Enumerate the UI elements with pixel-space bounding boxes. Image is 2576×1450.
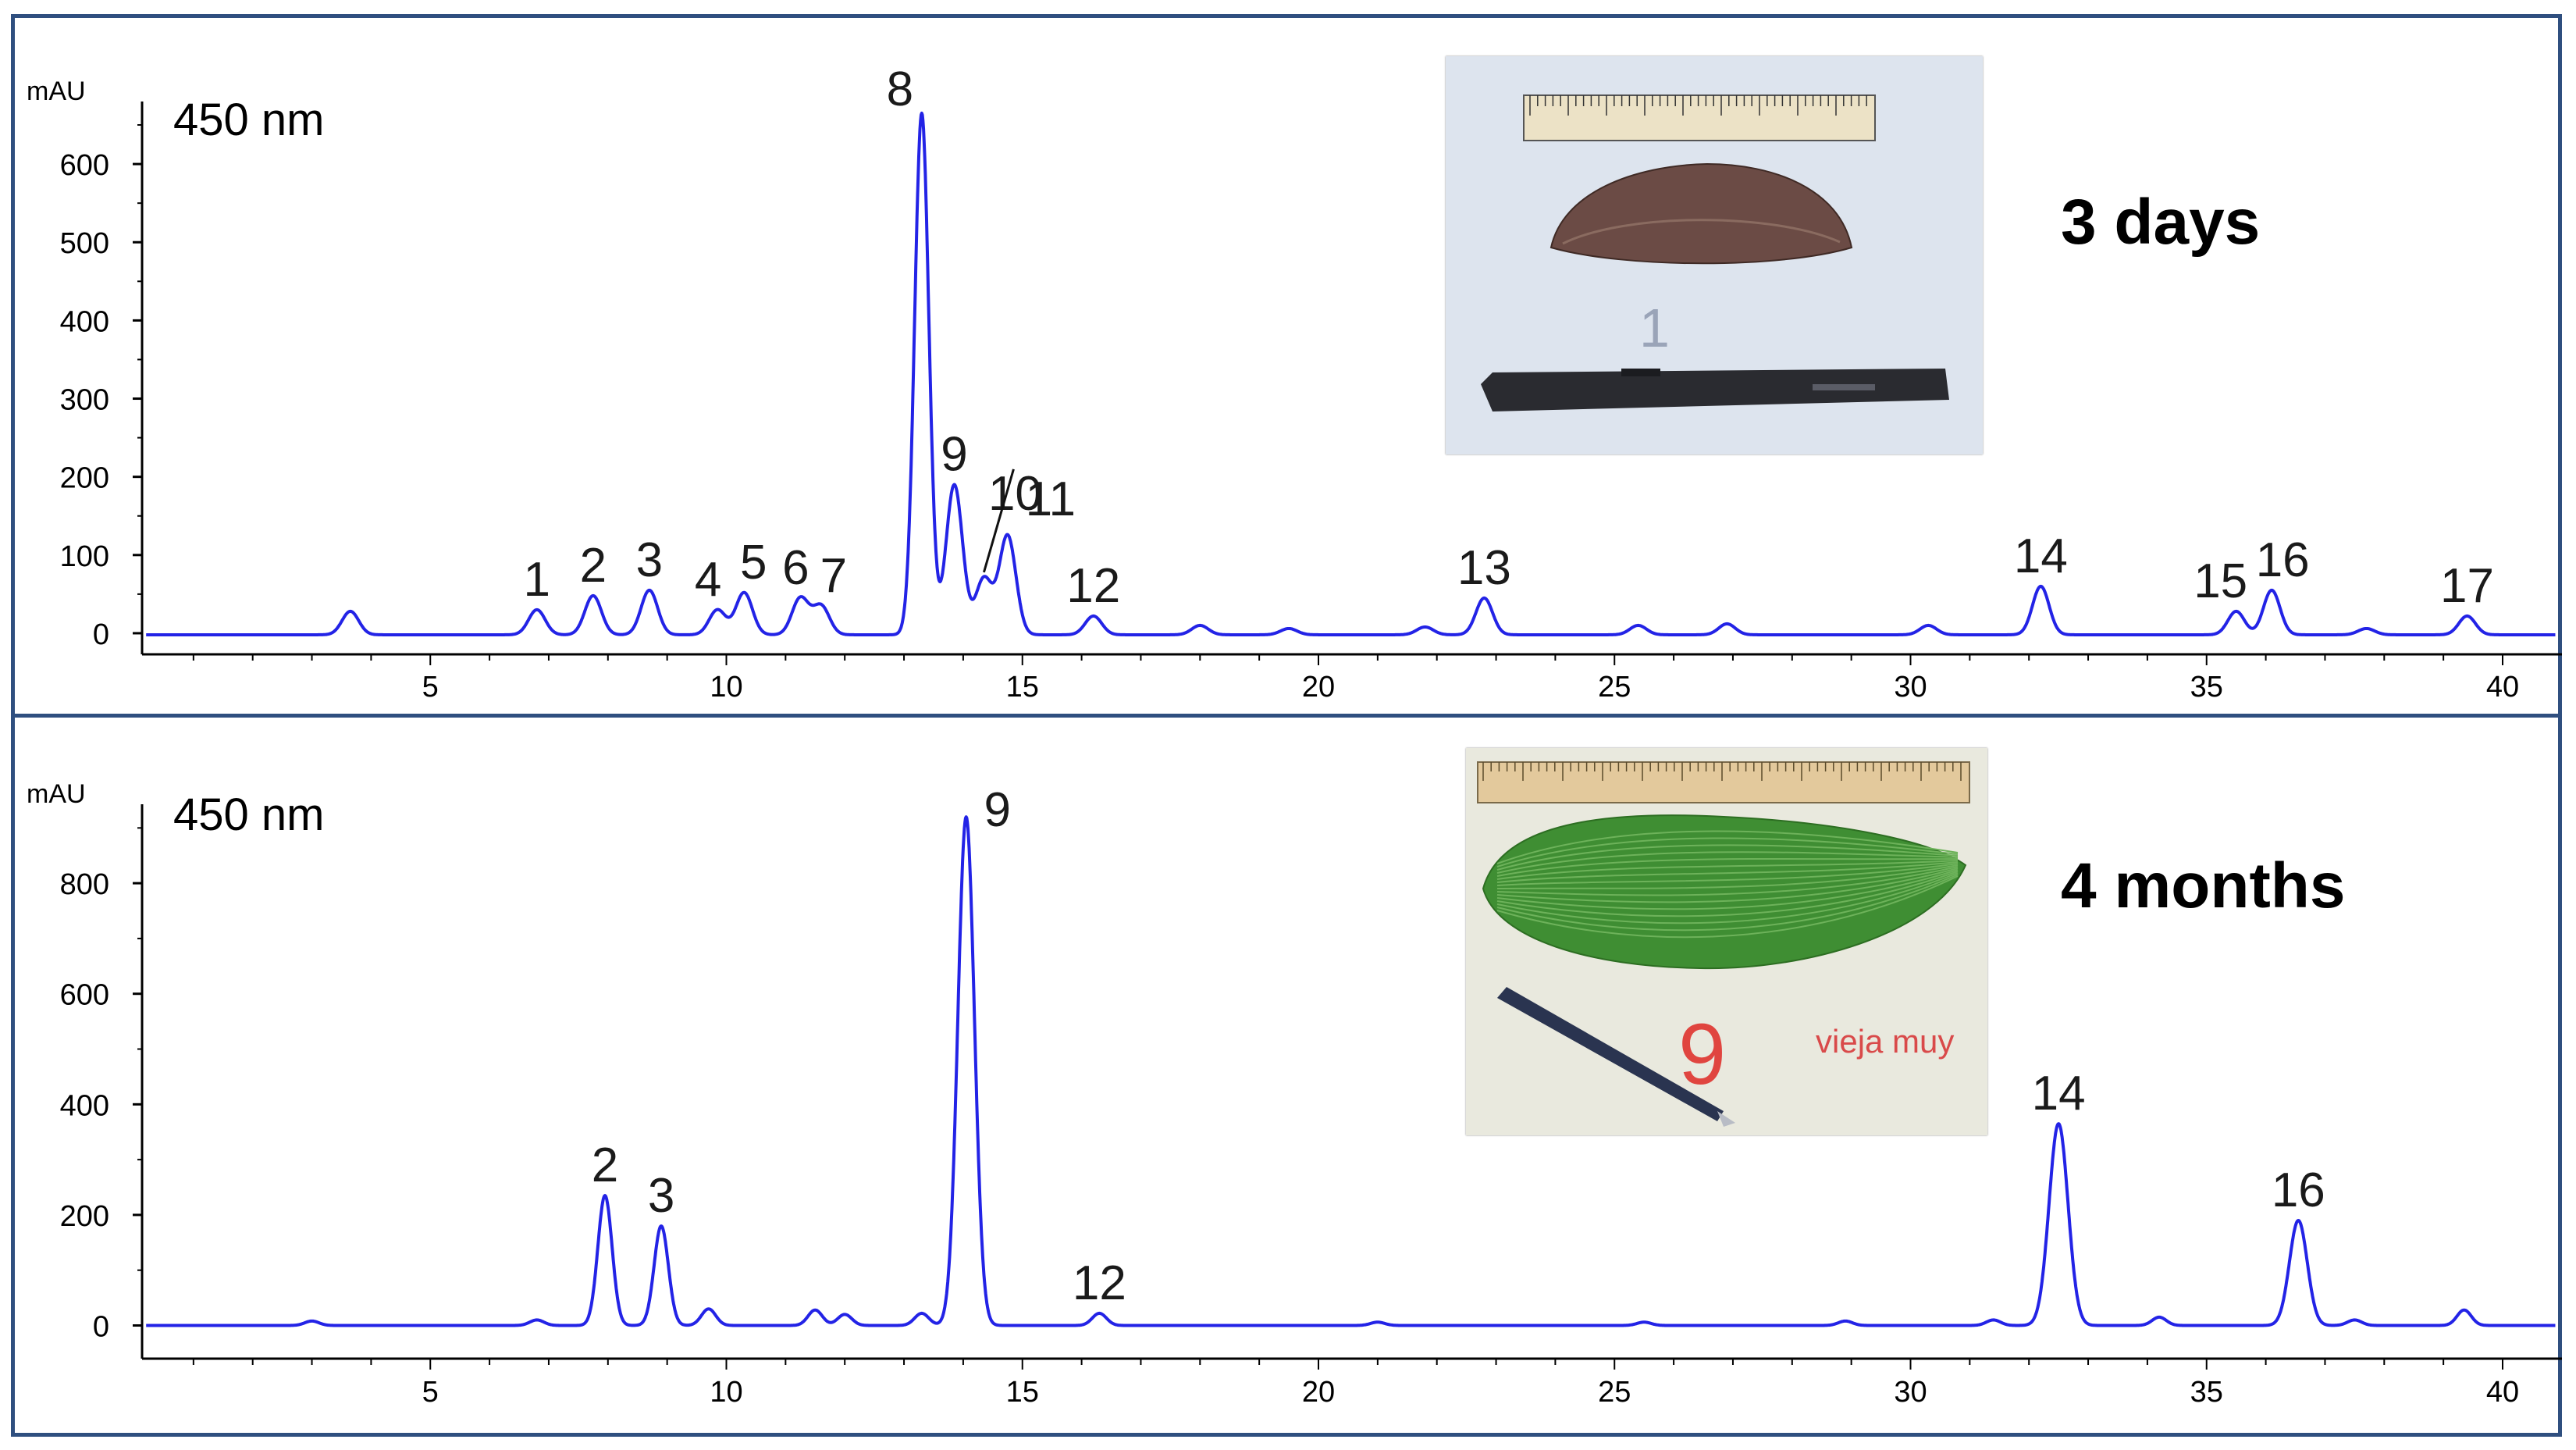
photo-handwriting-note: vieja muy bbox=[1816, 1023, 1954, 1060]
wavelength-label-3-days: 450 nm bbox=[173, 94, 325, 145]
photo-handwriting-1: 1 bbox=[1639, 297, 1670, 358]
y-tick-label: 400 bbox=[60, 1089, 109, 1122]
leaf-photo-3-days: 1 bbox=[1446, 56, 1983, 454]
x-tick-label: 25 bbox=[1598, 1376, 1631, 1409]
peak-label-9: 9 bbox=[984, 783, 1010, 837]
peak-label-14: 14 bbox=[2032, 1067, 2086, 1120]
peak-label-16: 16 bbox=[2272, 1163, 2325, 1217]
leaf-vein bbox=[1496, 872, 1959, 925]
peak-label-12: 12 bbox=[1066, 559, 1120, 613]
stage-label-4-months: 4 months bbox=[2061, 850, 2346, 921]
leaf-vein bbox=[1496, 863, 1959, 886]
panel-divider bbox=[11, 714, 2562, 718]
x-tick-label: 25 bbox=[1598, 671, 1631, 704]
leaf-vein bbox=[1496, 866, 1959, 896]
leaf-vein bbox=[1496, 844, 1959, 871]
chromatogram-4-months: mAU 0 200 400 600 800 5 10 15 20 25 30 35 40 23 9 12 14 16 bbox=[27, 779, 2562, 1409]
peak-label-16: 16 bbox=[2256, 533, 2310, 587]
x-tick-label: 5 bbox=[422, 1376, 439, 1409]
chromatogram-trace bbox=[144, 815, 2556, 1327]
leaf-vein bbox=[1496, 851, 1959, 874]
leaf-vein bbox=[1496, 869, 1959, 910]
leaf-vein bbox=[1496, 871, 1959, 917]
peak-label-8: 8 bbox=[887, 62, 913, 116]
peak-label-6: 6 bbox=[782, 541, 809, 595]
x-tick-label: 10 bbox=[710, 671, 742, 704]
peak-label-15: 15 bbox=[2194, 554, 2247, 608]
x-tick-label: 10 bbox=[710, 1376, 742, 1409]
y-tick-label: 200 bbox=[60, 462, 109, 495]
y-tick-label: 500 bbox=[60, 227, 109, 260]
leaf-vein bbox=[1496, 864, 1959, 889]
leaf-vein bbox=[1496, 868, 1959, 903]
leaf-vein bbox=[1496, 837, 1959, 868]
x-tick-label: 40 bbox=[2486, 671, 2519, 704]
y-tick-label: 800 bbox=[60, 868, 109, 901]
peak-label-3: 3 bbox=[636, 533, 663, 587]
peak-label-5: 5 bbox=[740, 536, 767, 590]
x-tick-label: 20 bbox=[1302, 671, 1335, 704]
y-tick-label: 0 bbox=[93, 1311, 109, 1344]
ruler-icon bbox=[1523, 94, 1876, 141]
y-tick-label: 100 bbox=[60, 540, 109, 573]
leaf-vein bbox=[1496, 875, 1959, 939]
peak-label-13: 13 bbox=[1457, 541, 1511, 595]
peak-label-17: 17 bbox=[2440, 559, 2494, 613]
y-tick-label: 0 bbox=[93, 618, 109, 651]
peak-label-14: 14 bbox=[2014, 529, 2068, 583]
y-axis-unit-label: mAU bbox=[27, 779, 86, 809]
wavelength-label-4-months: 450 nm bbox=[173, 789, 325, 840]
peak-label-2: 2 bbox=[580, 539, 607, 593]
leaf-vein bbox=[1496, 874, 1959, 932]
chromatogram-trace bbox=[144, 111, 2556, 636]
peak-label-9: 9 bbox=[941, 428, 967, 482]
peak-label-2: 2 bbox=[592, 1138, 618, 1192]
figure-frame bbox=[11, 14, 2562, 1437]
x-tick-label: 30 bbox=[1894, 671, 1927, 704]
peak-label-7: 7 bbox=[820, 549, 847, 603]
leaf-photo-4-months-art: 9 vieja muy bbox=[1466, 748, 1987, 1135]
leaf-vein bbox=[1496, 861, 1959, 883]
x-tick-label: 20 bbox=[1302, 1376, 1335, 1409]
y-tick-label: 600 bbox=[60, 979, 109, 1012]
peak-label-1: 1 bbox=[524, 553, 550, 607]
leaf-photo-4-months: 9 vieja muy bbox=[1466, 748, 1987, 1135]
peak-label-10: 10 bbox=[988, 467, 1042, 521]
peak-label-11: 11 bbox=[1026, 472, 1076, 526]
peak-10-leader-line bbox=[983, 468, 1015, 573]
y-tick-label: 400 bbox=[60, 305, 109, 338]
leaf-vein bbox=[1496, 857, 1959, 877]
leaf-vein bbox=[1496, 860, 1959, 880]
ruler-icon bbox=[1477, 761, 1970, 803]
leaf-photo-3-days-art: 1 bbox=[1446, 56, 1983, 454]
y-tick-label: 600 bbox=[60, 149, 109, 182]
leaf-vein bbox=[1496, 830, 1959, 864]
peak-label-3: 3 bbox=[648, 1169, 674, 1223]
y-tick-label: 200 bbox=[60, 1200, 109, 1233]
y-axis-unit-label: mAU bbox=[27, 77, 86, 106]
x-tick-label: 35 bbox=[2190, 1376, 2223, 1409]
peak-label-4: 4 bbox=[695, 553, 721, 607]
stage-label-3-days: 3 days bbox=[2061, 187, 2261, 258]
young-leaf-icon bbox=[1550, 162, 1853, 265]
x-tick-label: 5 bbox=[422, 671, 439, 704]
pen-icon bbox=[1497, 987, 1735, 1127]
peak-label-12: 12 bbox=[1073, 1256, 1126, 1310]
x-tick-label: 40 bbox=[2486, 1376, 2519, 1409]
x-tick-label: 15 bbox=[1006, 1376, 1039, 1409]
x-tick-label: 35 bbox=[2190, 671, 2223, 704]
photo-handwriting-9: 9 bbox=[1678, 1006, 1726, 1103]
x-tick-label: 30 bbox=[1894, 1376, 1927, 1409]
x-tick-label: 15 bbox=[1006, 671, 1039, 704]
marker-pen-icon bbox=[1481, 369, 1949, 411]
y-tick-label: 300 bbox=[60, 384, 109, 417]
